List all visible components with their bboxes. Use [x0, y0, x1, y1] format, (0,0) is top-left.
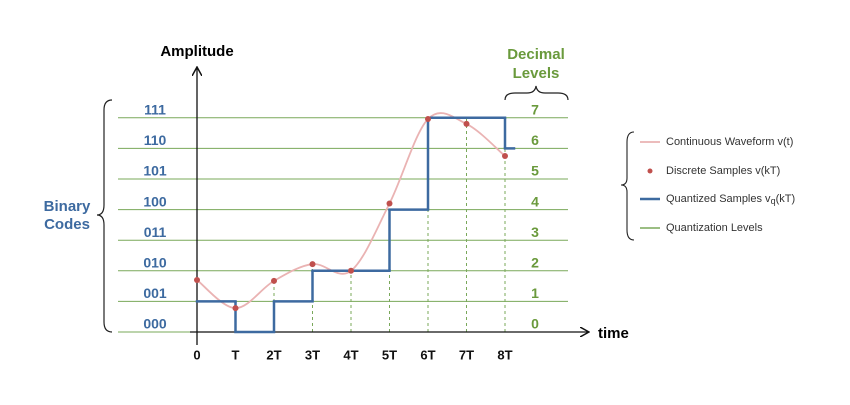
time-label: 0 [193, 347, 200, 362]
time-label: T [232, 347, 240, 362]
sample-point [463, 120, 470, 127]
legend-text: Continuous Waveform v(t) [666, 136, 793, 148]
binary-code: 011 [144, 224, 167, 240]
decimal-level: 3 [531, 224, 539, 240]
decimal-brace [504, 85, 569, 101]
legend-text: Quantization Levels [666, 222, 763, 234]
time-label: 5T [382, 347, 397, 362]
plot: 0 T 2T 3T 4T 5T 6T 7T 8T [193, 112, 516, 362]
sample-point [348, 267, 354, 274]
sample-point [425, 116, 431, 123]
decimal-level: 1 [531, 285, 539, 301]
legend-label: Quantization Levels [666, 222, 763, 234]
decimal-level: 6 [531, 132, 539, 148]
y-axis-label: Amplitude [160, 43, 233, 60]
sample-point [502, 153, 508, 160]
sample-point [194, 276, 200, 283]
binary-brace [96, 99, 113, 333]
time-label: 8T [497, 347, 512, 362]
sample-point [271, 277, 277, 284]
x-axis-label: time [598, 325, 629, 342]
time-label: 3T [305, 347, 320, 362]
legend-label: Quantized Samples vq(kT) [666, 193, 795, 206]
legend-brace [620, 131, 635, 241]
decimal-level: 7 [531, 102, 539, 118]
time-label: 6T [420, 347, 435, 362]
binary-code: 001 [143, 285, 167, 301]
binary-code: 000 [143, 316, 167, 332]
legend: Continuous Waveform v(t) Discrete Samples… [640, 136, 795, 234]
sample-point [386, 200, 393, 207]
binary-code: 111 [144, 102, 166, 118]
decimal-level: 2 [531, 255, 539, 271]
decimal-level: 0 [531, 316, 539, 332]
decimal-level: 5 [531, 163, 539, 179]
decimal-level: 4 [531, 193, 539, 209]
continuous-waveform [196, 112, 506, 310]
decimal-label: Levels [513, 65, 560, 82]
binary-code: 110 [144, 132, 167, 148]
legend-icon [647, 168, 653, 174]
decimal-label: Decimal [507, 46, 565, 63]
legend-text: q [771, 196, 776, 206]
binary-label: Codes [44, 216, 90, 233]
sample-dashes [235, 117, 506, 332]
sample-point [309, 261, 316, 268]
binary-code: 101 [143, 163, 167, 179]
binary-code: 100 [143, 193, 167, 209]
binary-label: Binary [44, 198, 91, 215]
sample-point [232, 305, 239, 312]
legend-label: Discrete Samples v(kT) [666, 165, 780, 177]
time-label: 4T [343, 347, 358, 362]
legend-label: Continuous Waveform v(t) [666, 136, 793, 148]
legend-text: (kT) [776, 193, 796, 205]
time-label: 7T [459, 347, 474, 362]
legend-text: Quantized Samples v [666, 193, 771, 205]
time-label: 2T [266, 347, 281, 362]
legend-text: Discrete Samples v(kT) [666, 165, 780, 177]
binary-code: 010 [143, 255, 167, 271]
